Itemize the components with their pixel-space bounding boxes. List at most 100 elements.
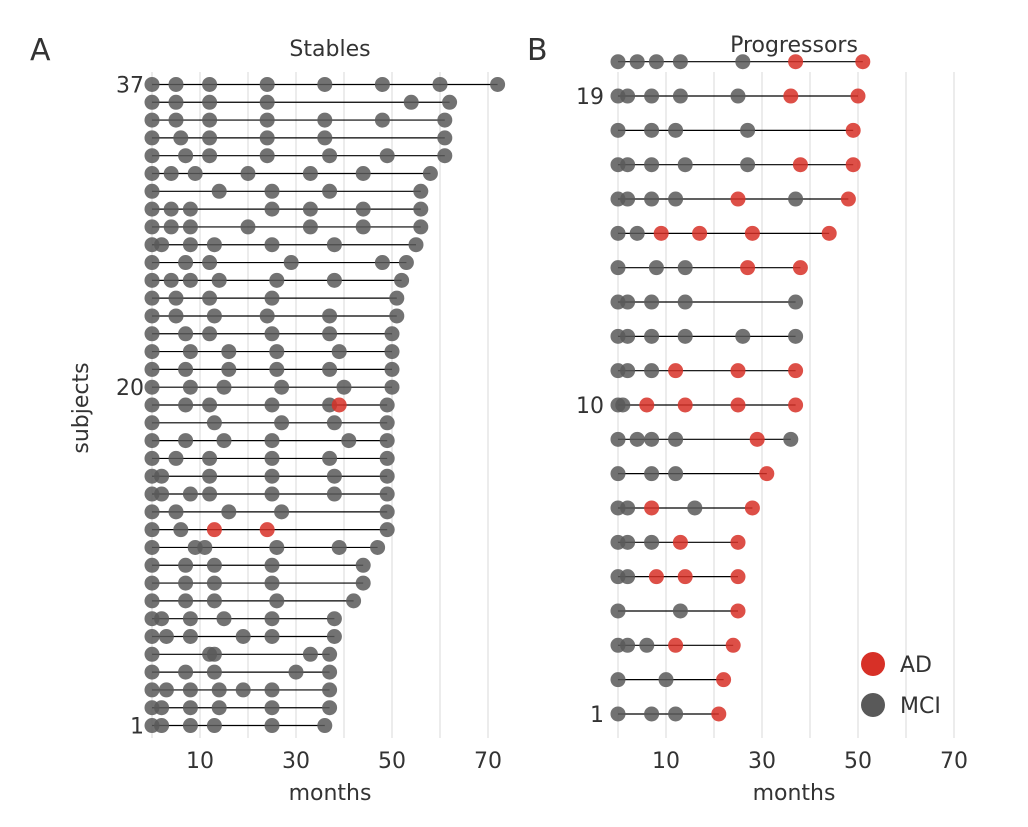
mci-visit-point [264,486,280,502]
mci-visit-point [408,237,424,253]
mci-visit-point [379,468,395,484]
mci-visit-point [206,646,222,662]
mci-visit-point [413,183,429,199]
mci-visit-point [264,682,280,698]
mci-visit-point [379,415,395,431]
mci-visit-point [302,201,318,217]
ad-visit-point [668,637,684,653]
mci-visit-point [644,294,660,310]
mci-visit-point [788,191,804,207]
mci-visit-point [259,94,275,110]
mci-visit-point [403,94,419,110]
mci-visit-point [264,575,280,591]
mci-visit-point [437,148,453,164]
mci-visit-point [202,112,218,128]
mci-visit-point [384,326,400,342]
mci-visit-point [206,237,222,253]
mci-visit-point [144,183,160,199]
mci-visit-point [379,504,395,520]
mci-visit-point [490,76,506,92]
mci-visit-point [648,260,664,276]
mci-visit-point [644,191,660,207]
ad-visit-point [648,569,664,585]
mci-visit-point [168,308,184,324]
y-tick-label-1: 1 [130,715,144,740]
mci-visit-point [216,379,232,395]
mci-visit-point [672,603,688,619]
ad-visit-point [840,191,856,207]
mci-visit-point [144,397,160,413]
mci-visit-point [182,486,198,502]
mci-visit-point [317,76,333,92]
mci-visit-point [144,166,160,182]
mci-visit-point [384,344,400,360]
mci-visit-point [322,646,338,662]
mci-visit-point [668,191,684,207]
panel-a-label: A [30,33,51,68]
mci-visit-point [182,379,198,395]
mci-visit-point [173,522,189,538]
mci-visit-point [644,466,660,482]
mci-visit-point [389,308,405,324]
mci-visit-point [221,504,237,520]
ad-visit-point [668,363,684,379]
y-tick-label-19: 19 [576,85,604,110]
mci-visit-point [355,557,371,573]
ad-visit-point [740,260,756,276]
mci-visit-point [620,500,636,516]
mci-visit-point [144,130,160,146]
mci-visit-point [259,112,275,128]
mci-visit-point [269,272,285,288]
mci-visit-point [144,76,160,92]
mci-visit-point [437,130,453,146]
mci-visit-point [610,466,626,482]
mci-visit-point [264,183,280,199]
mci-visit-point [322,361,338,377]
mci-visit-point [202,130,218,146]
mci-visit-point [182,272,198,288]
ad-visit-point [744,225,760,241]
mci-visit-point [610,672,626,688]
mci-visit-point [331,539,347,555]
mci-visit-point [206,575,222,591]
mci-visit-point [687,500,703,516]
mci-visit-point [144,557,160,573]
ad-visit-point [644,500,660,516]
mci-visit-point [202,450,218,466]
mci-visit-point [379,397,395,413]
mci-visit-point [437,112,453,128]
mci-visit-point [144,255,160,271]
mci-visit-point [322,183,338,199]
panel-a-stables: A Stables months subjects 10 30 50 70 1 20 37 [30,33,506,806]
ad-visit-point [730,397,746,413]
mci-visit-point [610,706,626,722]
legend-label-mci: MCI [900,694,941,719]
mci-visit-point [182,700,198,716]
mci-visit-point [326,611,342,627]
mci-visit-point [639,637,655,653]
mci-visit-point [322,664,338,680]
panel-a-visit-points [144,76,506,734]
mci-visit-point [168,450,184,466]
x-tick-label-10: 10 [186,749,214,774]
mci-visit-point [274,415,290,431]
ad-visit-point [759,466,775,482]
mci-visit-point [264,700,280,716]
mci-visit-point [182,718,198,734]
legend: AD MCI [861,652,941,719]
mci-visit-point [326,237,342,253]
ad-visit-point [845,122,861,138]
mci-visit-point [740,122,756,138]
mci-visit-point [259,148,275,164]
mci-visit-point [187,166,203,182]
mci-visit-point [379,148,395,164]
mci-visit-point [422,166,438,182]
mci-visit-point [178,575,194,591]
mci-visit-point [144,344,160,360]
mci-visit-point [168,290,184,306]
mci-visit-point [668,431,684,447]
mci-visit-point [788,294,804,310]
panel-a-title: Stables [289,37,370,62]
mci-visit-point [658,672,674,688]
